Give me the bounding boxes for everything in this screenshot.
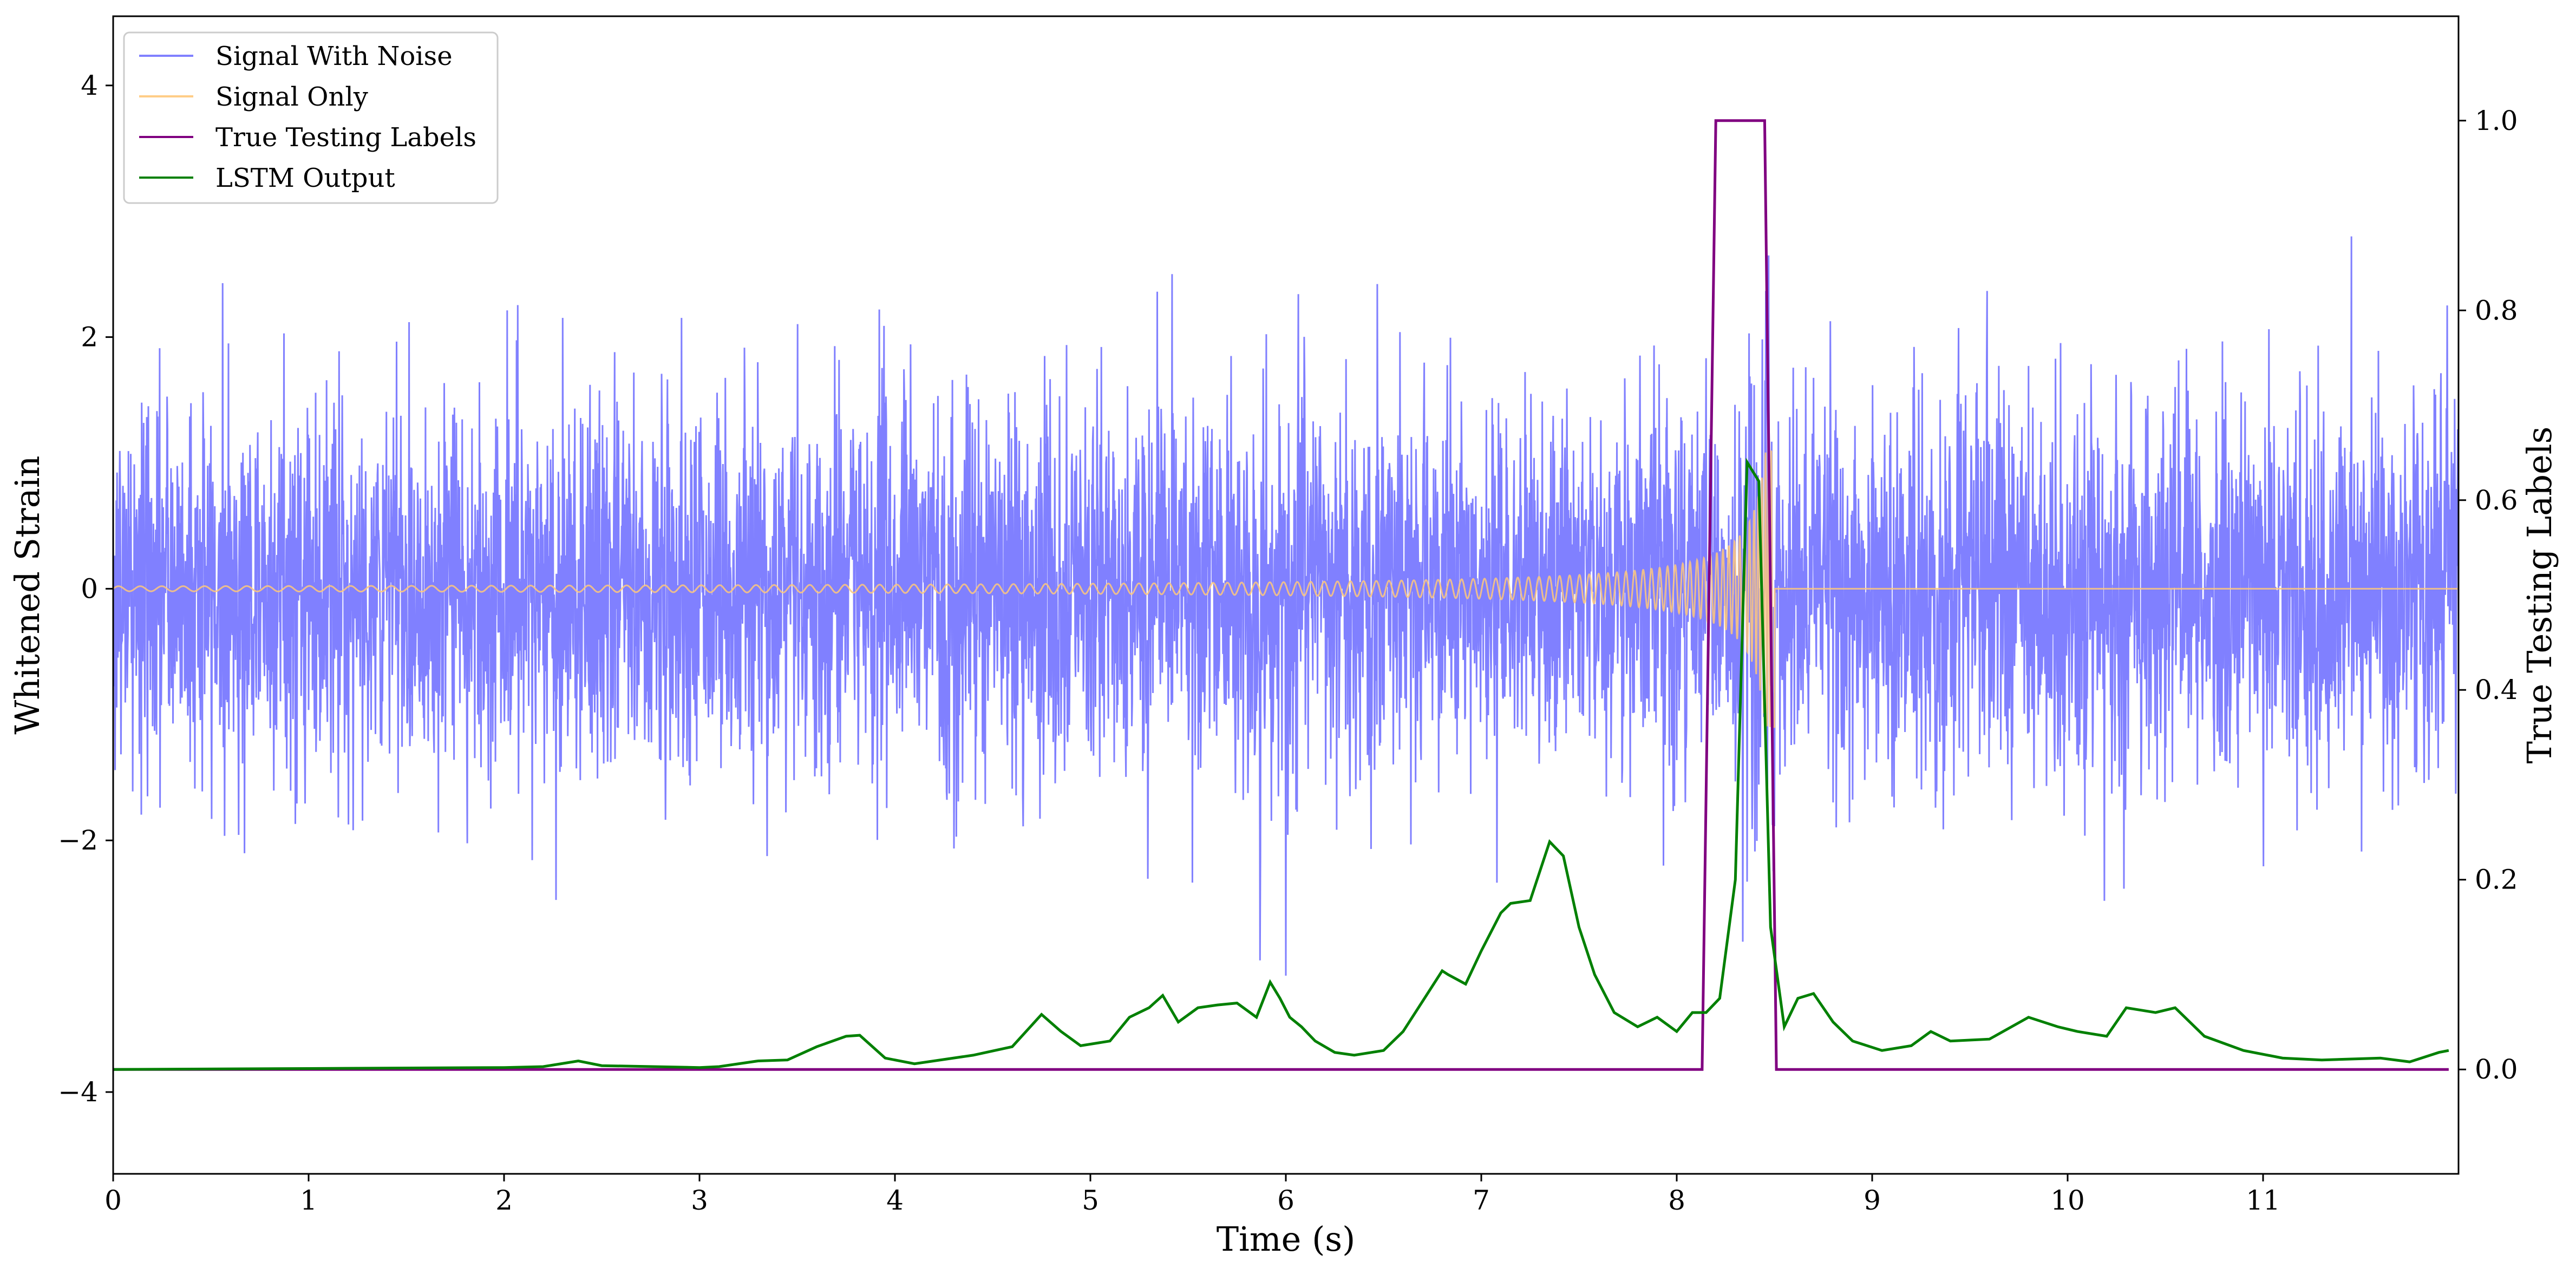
x-tick-label: 7 xyxy=(1473,1185,1490,1216)
x-tick-label: 10 xyxy=(2050,1185,2085,1216)
y-tick-label: 0 xyxy=(81,573,98,604)
y-axis-left: −4 −2 0 2 4 xyxy=(58,70,113,1108)
x-tick-label: 0 xyxy=(104,1185,122,1216)
legend: Signal With Noise Signal Only True Testi… xyxy=(123,31,499,204)
y2-tick-label: 0.4 xyxy=(2475,674,2518,705)
x-tick-label: 9 xyxy=(1864,1185,1881,1216)
y2-tick-label: 0.0 xyxy=(2475,1054,2518,1085)
y2-tick-label: 0.6 xyxy=(2475,485,2518,516)
x-tick-label: 5 xyxy=(1082,1185,1099,1216)
x-tick-label: 2 xyxy=(495,1185,513,1216)
true-testing-labels-line xyxy=(113,119,2449,1071)
y2-tick-label: 1.0 xyxy=(2475,105,2518,136)
x-axis: 0 1 2 3 4 5 6 7 8 9 10 11 xyxy=(104,1174,2280,1216)
legend-label-signal-with-noise: Signal With Noise xyxy=(215,41,453,71)
x-tick-label: 4 xyxy=(886,1185,904,1216)
y-axis-right: 0.0 0.2 0.4 0.6 0.8 1.0 xyxy=(2459,105,2518,1085)
legend-label-lstm-output: LSTM Output xyxy=(215,163,395,193)
signal-with-noise-path xyxy=(113,236,2459,976)
x-tick-label: 1 xyxy=(300,1185,317,1216)
y2-tick-label: 0.2 xyxy=(2475,864,2518,896)
legend-box xyxy=(123,31,499,204)
y-tick-label: −4 xyxy=(58,1076,98,1108)
x-axis-title: Time (s) xyxy=(1217,1219,1356,1259)
y-tick-label: 2 xyxy=(81,322,98,353)
x-tick-label: 8 xyxy=(1668,1185,1685,1216)
lstm-output-line xyxy=(113,458,2449,1071)
x-tick-label: 11 xyxy=(2246,1185,2280,1216)
signal-with-noise-line xyxy=(113,236,2459,976)
y-tick-label: −2 xyxy=(58,825,98,856)
true-testing-labels-path xyxy=(113,119,2449,1071)
x-tick-label: 6 xyxy=(1277,1185,1294,1216)
y2-tick-label: 0.8 xyxy=(2475,295,2518,326)
y2-axis-title: True Testing Labels xyxy=(2520,427,2559,764)
y-axis-title: Whitened Strain xyxy=(8,456,47,735)
legend-label-true-testing-labels: True Testing Labels xyxy=(215,122,476,153)
y-tick-label: 4 xyxy=(81,70,98,101)
lstm-output-path xyxy=(113,458,2449,1071)
signal-only-line xyxy=(113,450,2459,728)
plot-area xyxy=(113,119,2459,1071)
x-tick-label: 3 xyxy=(691,1185,708,1216)
signal-only-path xyxy=(113,450,2459,728)
legend-label-signal-only: Signal Only xyxy=(215,82,368,112)
